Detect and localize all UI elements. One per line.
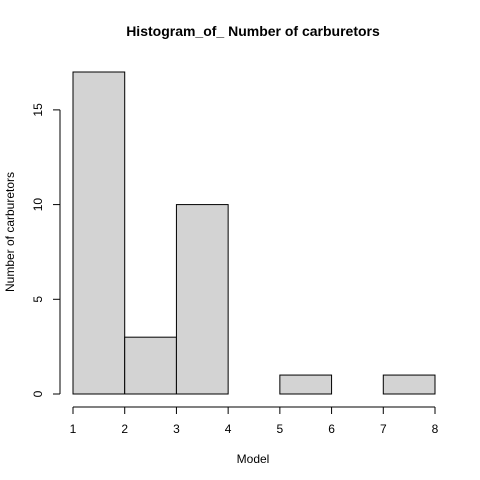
bars-group bbox=[72, 71, 436, 395]
x-tick-label-5: 6 bbox=[328, 422, 335, 436]
y-tick-label-1: 5 bbox=[31, 296, 45, 303]
x-tick-label-0: 1 bbox=[70, 422, 77, 436]
y-axis-label: Number of carburetors bbox=[3, 172, 17, 292]
x-tick-label-7: 8 bbox=[432, 422, 439, 436]
bar-6 bbox=[382, 374, 436, 395]
x-tick-label-2: 3 bbox=[173, 422, 180, 436]
y-tick-label-2: 10 bbox=[31, 198, 45, 212]
x-tick-label-1: 2 bbox=[121, 422, 128, 436]
x-axis: 1 2 3 4 5 6 7 8 bbox=[70, 406, 439, 436]
y-tick-label-0: 0 bbox=[31, 390, 45, 397]
bar-1 bbox=[124, 336, 177, 395]
bar-0 bbox=[72, 71, 126, 395]
y-tick-label-3: 15 bbox=[31, 103, 45, 117]
x-tick-label-3: 4 bbox=[225, 422, 232, 436]
bar-2 bbox=[175, 204, 229, 395]
bar-4 bbox=[279, 374, 333, 395]
x-axis-label: Model bbox=[237, 452, 270, 466]
y-axis: 0 5 10 15 bbox=[31, 103, 61, 397]
chart-title: Histogram_of_ Number of carburetors bbox=[126, 23, 380, 39]
x-tick-label-6: 7 bbox=[380, 422, 387, 436]
x-tick-label-4: 5 bbox=[277, 422, 284, 436]
